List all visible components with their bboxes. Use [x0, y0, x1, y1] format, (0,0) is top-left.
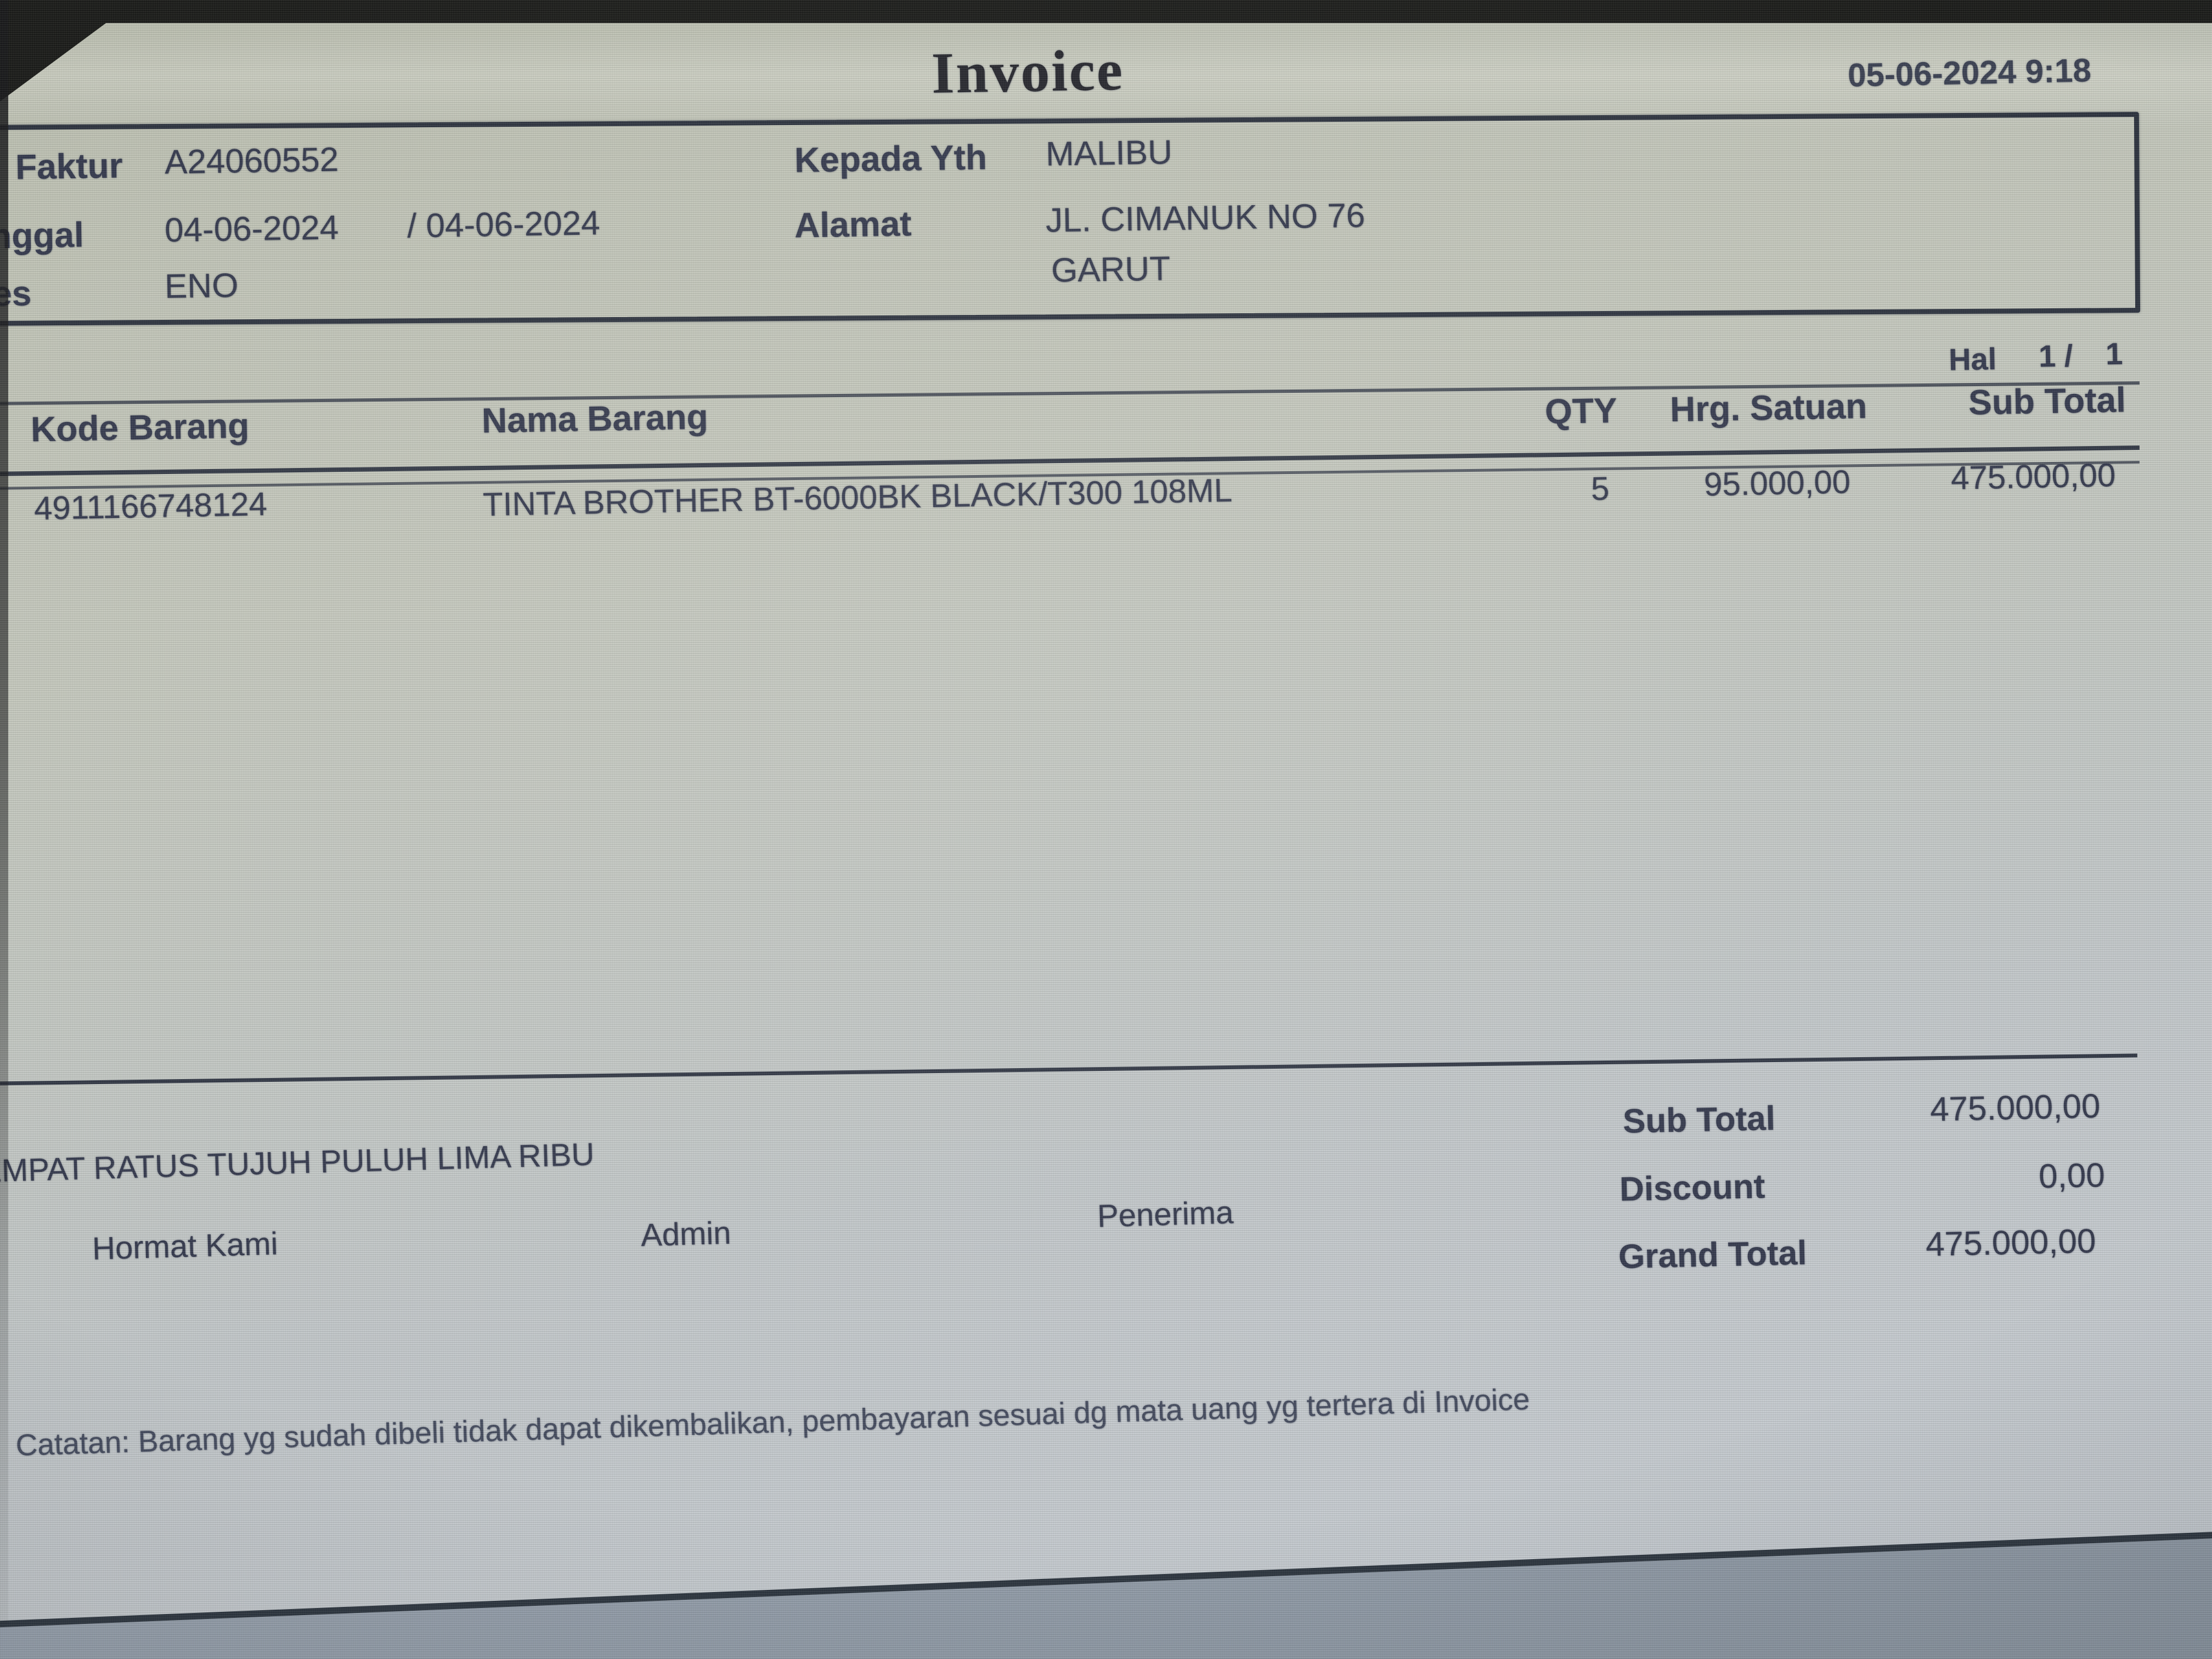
- item-hrg-satuan: 95.000,00: [1703, 463, 1851, 503]
- print-datetime: 05-06-2024 9:18: [1847, 52, 2092, 94]
- sub-total-value: 475.000,00: [1929, 1087, 2101, 1129]
- page-total: 1: [2105, 336, 2123, 371]
- faktur-value: A24060552: [164, 140, 339, 182]
- screen-glare: [0, 31, 2212, 129]
- customer-city: GARUT: [1051, 250, 1171, 290]
- discount-value: 0,00: [2038, 1156, 2106, 1196]
- item-kode: 4911166748124: [33, 485, 268, 527]
- penerima-caption: Penerima: [1097, 1194, 1234, 1234]
- admin-caption: Admin: [640, 1215, 732, 1254]
- tanggal-value: 04-06-2024: [164, 208, 339, 250]
- page-title: Invoice: [930, 37, 1125, 106]
- col-header-hrg-satuan: Hrg. Satuan: [1669, 386, 1867, 430]
- col-header-qty: QTY: [1544, 390, 1618, 432]
- photo-left-edge-shadow: [0, 0, 8, 1624]
- totals-separator-rule: [0, 1053, 2137, 1086]
- col-header-sub-total: Sub Total: [1968, 380, 2126, 422]
- alamat-label: Alamat: [794, 204, 912, 245]
- footer-note: Catatan: Barang yg sudah dibeli tidak da…: [15, 1381, 1531, 1463]
- item-sub-total: 475.000,00: [1950, 456, 2116, 496]
- customer-address: JL. CIMANUK NO 76: [1045, 196, 1365, 240]
- tanggal-due-value: / 04-06-2024: [407, 204, 601, 245]
- col-header-kode-barang: Kode Barang: [30, 405, 250, 449]
- tanggal-label: nggal: [0, 215, 84, 256]
- grand-total-value: 475.000,00: [1925, 1222, 2097, 1264]
- faktur-label: Faktur: [15, 145, 123, 187]
- item-nama: TINTA BROTHER BT-6000BK BLACK/T300 108ML: [482, 471, 1233, 523]
- discount-label: Discount: [1619, 1167, 1765, 1209]
- amount-in-words: EMPAT RATUS TUJUH PULUH LIMA RIBU: [0, 1136, 595, 1189]
- monitor-bezel-top: [0, 0, 2212, 23]
- hal-label: Hal: [1948, 341, 1997, 377]
- sales-value: ENO: [164, 266, 239, 306]
- grand-total-label: Grand Total: [1618, 1234, 1807, 1276]
- kepada-yth-label: Kepada Yth: [794, 137, 988, 180]
- page-current: 1 /: [2038, 338, 2073, 374]
- customer-name: MALIBU: [1045, 133, 1173, 173]
- page-bottom-edge: [0, 1528, 2212, 1659]
- sub-total-label: Sub Total: [1622, 1099, 1776, 1141]
- hormat-kami-caption: Hormat Kami: [92, 1226, 279, 1267]
- col-header-nama-barang: Nama Barang: [481, 397, 709, 441]
- item-qty: 5: [1590, 470, 1610, 507]
